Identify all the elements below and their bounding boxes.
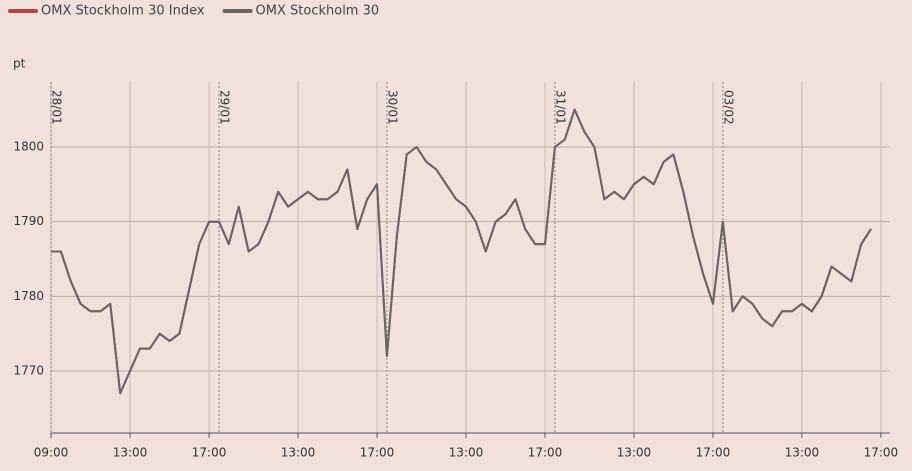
- y-tick-label: 1780: [13, 289, 44, 303]
- y-axis-label: pt: [13, 57, 26, 71]
- x-tick-label: 13:00: [449, 446, 484, 460]
- y-tick-label: 1770: [13, 364, 44, 378]
- x-tick-label: 09:00: [34, 446, 69, 460]
- x-tick-label: 17:00: [528, 446, 563, 460]
- day-label: 03/02: [721, 90, 735, 125]
- legend-label: OMX Stockholm 30 Index: [41, 4, 205, 19]
- x-tick-label: 13:00: [617, 446, 652, 460]
- x-tick-label: 17:00: [360, 446, 395, 460]
- legend-label: OMX Stockholm 30: [256, 4, 380, 19]
- day-label: 31/01: [553, 90, 567, 125]
- x-tick-label: 13:00: [113, 446, 148, 460]
- y-tick-label: 1790: [13, 214, 44, 228]
- x-tick-label: 13:00: [785, 446, 820, 460]
- x-tick-label: 17:00: [696, 446, 731, 460]
- series-line: [51, 108, 872, 395]
- x-tick-label: 17:00: [192, 446, 227, 460]
- x-tick-label: 17:00: [864, 446, 899, 460]
- x-tick-label: 13:00: [281, 446, 316, 460]
- day-label: 29/01: [217, 90, 231, 125]
- day-label: 30/01: [385, 90, 399, 125]
- y-tick-label: 1800: [13, 139, 44, 153]
- day-label: 28/01: [50, 90, 64, 125]
